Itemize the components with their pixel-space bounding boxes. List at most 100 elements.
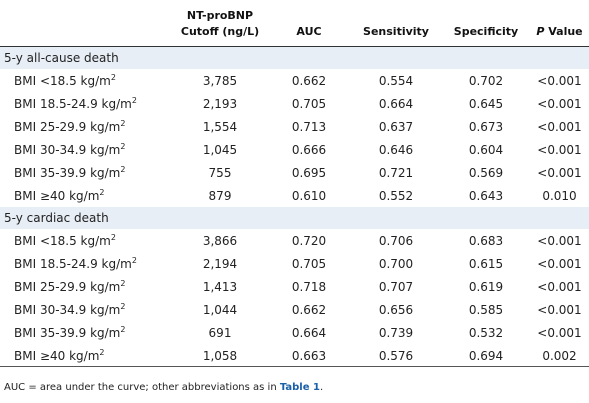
cutoff-cell: 1,045: [202, 142, 238, 157]
cutoff-cell: 755: [208, 165, 232, 180]
bmi-label: BMI 35-39.9 kg/m: [14, 325, 121, 340]
unit-superscript: 2: [120, 141, 126, 151]
unit-superscript: 2: [131, 255, 137, 265]
p-value-cell: <0.001: [537, 96, 582, 111]
auc-cell: 0.720: [291, 233, 327, 248]
specificity-cell: 0.673: [468, 119, 504, 134]
table-body: 5-y all-cause death BMI <18.5 kg/m2 3,785 0…: [0, 46, 589, 368]
sensitivity-cell: 0.739: [378, 325, 414, 340]
p-value-cell: <0.001: [537, 302, 582, 317]
bmi-label-cell: BMI 35-39.9 kg/m2: [0, 321, 172, 344]
sensitivity-cell: 0.700: [378, 256, 414, 271]
bmi-label-cell: BMI 25-29.9 kg/m2: [0, 115, 172, 138]
auc-cell: 0.705: [291, 256, 327, 271]
table-row: BMI <18.5 kg/m2 3,866 0.720 0.706 0.683 <0.00…: [0, 229, 589, 252]
bmi-label-cell: BMI ≥40 kg/m2: [0, 184, 172, 207]
table-row: BMI 18.5-24.9 kg/m2 2,193 0.705 0.664 0.645 <…: [0, 92, 589, 115]
footnote-table-link[interactable]: Table 1: [279, 382, 320, 393]
specificity-cell: 0.694: [468, 348, 504, 363]
cutoff-cell: 1,554: [202, 119, 238, 134]
p-value-cell: 0.010: [542, 188, 577, 203]
p-value-cell: <0.001: [537, 256, 582, 271]
table-row: BMI ≥40 kg/m2 1,058 0.663 0.576 0.694 0.002: [0, 344, 589, 367]
p-value-cell: <0.001: [537, 325, 582, 340]
cutoff-cell: 2,193: [202, 96, 238, 111]
bmi-label: BMI 18.5-24.9 kg/m: [14, 96, 132, 111]
table-row: BMI ≥40 kg/m2 879 0.610 0.552 0.643 0.010: [0, 184, 589, 207]
unit-superscript: 2: [99, 187, 105, 197]
bmi-label-cell: BMI <18.5 kg/m2: [0, 229, 172, 252]
header-sensitivity: Sensitivity: [363, 25, 429, 38]
unit-superscript: 2: [99, 347, 105, 357]
cutoff-cell: 1,413: [202, 279, 238, 294]
unit-superscript: 2: [120, 324, 126, 334]
p-value-cell: <0.001: [537, 279, 582, 294]
sensitivity-cell: 0.707: [378, 279, 414, 294]
section-row: 5-y all-cause death: [0, 46, 589, 69]
unit-superscript: 2: [120, 278, 126, 288]
specificity-cell: 0.643: [468, 188, 504, 203]
bmi-label-cell: BMI <18.5 kg/m2: [0, 69, 172, 92]
bmi-label-cell: BMI 35-39.9 kg/m2: [0, 161, 172, 184]
sensitivity-cell: 0.656: [378, 302, 414, 317]
bmi-label-cell: BMI 25-29.9 kg/m2: [0, 275, 172, 298]
section-row: 5-y cardiac death: [0, 207, 589, 229]
specificity-cell: 0.702: [468, 73, 504, 88]
table-row: BMI 35-39.9 kg/m2 691 0.664 0.739 0.532 <0.00…: [0, 321, 589, 344]
auc-cell: 0.662: [291, 73, 327, 88]
sensitivity-cell: 0.721: [378, 165, 414, 180]
header-cutoff-line1: NT-proBNP: [186, 9, 254, 22]
auc-cell: 0.662: [291, 302, 327, 317]
bmi-label: BMI <18.5 kg/m: [14, 73, 111, 88]
p-value-cell: <0.001: [537, 165, 582, 180]
cutoff-cell: 3,866: [202, 233, 238, 248]
bmi-label: BMI ≥40 kg/m: [14, 348, 100, 363]
bmi-label: BMI 30-34.9 kg/m: [14, 302, 121, 317]
sensitivity-cell: 0.552: [378, 188, 414, 203]
unit-superscript: 2: [131, 95, 137, 105]
sensitivity-cell: 0.706: [378, 233, 414, 248]
header-auc: AUC: [296, 25, 322, 38]
auc-cell: 0.610: [291, 188, 327, 203]
bmi-label-cell: BMI 18.5-24.9 kg/m2: [0, 252, 172, 275]
footnote-text: AUC = area under the curve; other abbrev…: [4, 382, 280, 393]
specificity-cell: 0.615: [468, 256, 504, 271]
cutoff-cell: 3,785: [202, 73, 238, 88]
bmi-label: BMI 18.5-24.9 kg/m: [14, 256, 132, 271]
table-row: BMI 25-29.9 kg/m2 1,554 0.713 0.637 0.673 <0.…: [0, 115, 589, 138]
header-p-letter: P: [536, 25, 545, 38]
specificity-cell: 0.569: [468, 165, 504, 180]
bmi-label: BMI ≥40 kg/m: [14, 188, 100, 203]
sensitivity-cell: 0.554: [378, 73, 414, 88]
auc-cell: 0.705: [291, 96, 327, 111]
auc-cell: 0.664: [291, 325, 327, 340]
unit-superscript: 2: [110, 72, 116, 82]
table-row: BMI 25-29.9 kg/m2 1,413 0.718 0.707 0.619 <0.…: [0, 275, 589, 298]
auc-cell: 0.713: [291, 119, 327, 134]
specificity-cell: 0.532: [468, 325, 504, 340]
unit-superscript: 2: [120, 164, 126, 174]
unit-superscript: 2: [120, 301, 126, 311]
header-cutoff: NT-proBNP Cutoff (ng/L): [172, 0, 268, 47]
bmi-label-cell: BMI 18.5-24.9 kg/m2: [0, 92, 172, 115]
bmi-label: BMI 30-34.9 kg/m: [14, 142, 121, 157]
p-value-cell: <0.001: [537, 73, 582, 88]
specificity-cell: 0.604: [468, 142, 504, 157]
header-p-word: Value: [544, 25, 583, 38]
p-value-cell: <0.001: [537, 119, 582, 134]
header-specificity: Specificity: [453, 25, 519, 38]
cutoff-cell: 1,044: [202, 302, 238, 317]
specificity-cell: 0.645: [468, 96, 504, 111]
table-row: BMI 35-39.9 kg/m2 755 0.695 0.721 0.569 <0.00…: [0, 161, 589, 184]
cutoff-cell: 879: [208, 188, 232, 203]
results-table-container: NT-proBNP Cutoff (ng/L) AUC Sensitivity …: [0, 0, 589, 368]
specificity-cell: 0.585: [468, 302, 504, 317]
table-footnote: AUC = area under the curve; other abbrev…: [4, 382, 323, 393]
p-value-cell: <0.001: [537, 142, 582, 157]
unit-superscript: 2: [120, 118, 126, 128]
table-header: NT-proBNP Cutoff (ng/L) AUC Sensitivity …: [0, 0, 589, 47]
p-value-cell: <0.001: [537, 233, 582, 248]
bmi-label: BMI <18.5 kg/m: [14, 233, 111, 248]
sensitivity-cell: 0.637: [378, 119, 414, 134]
auc-cell: 0.695: [291, 165, 327, 180]
